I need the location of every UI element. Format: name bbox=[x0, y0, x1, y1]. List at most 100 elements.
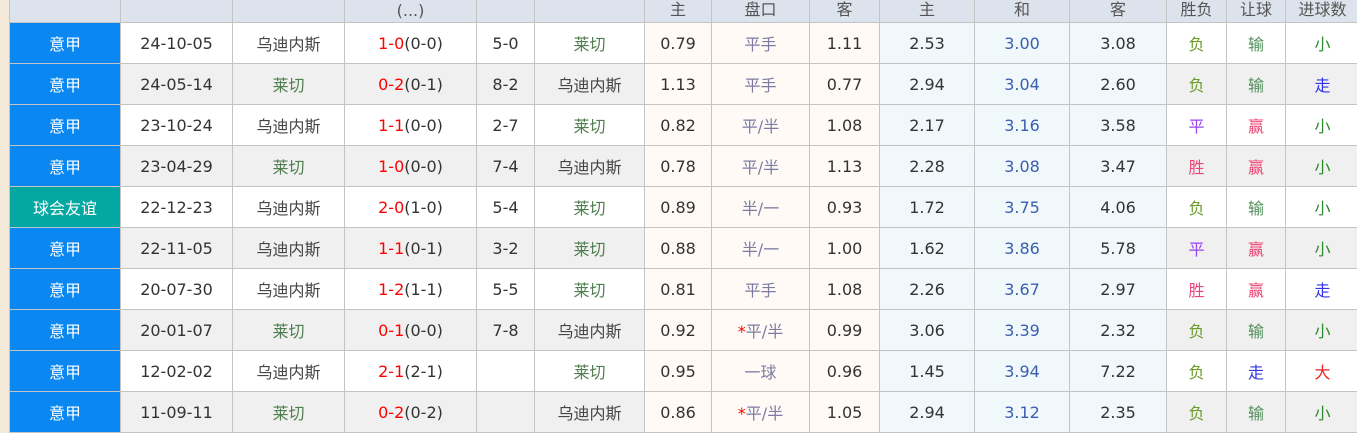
half-time-score: (1-0) bbox=[404, 198, 443, 217]
header-date bbox=[121, 0, 233, 23]
home-team-cell[interactable]: 莱切 bbox=[233, 64, 345, 105]
league-cell[interactable]: 意甲 bbox=[10, 228, 121, 269]
full-time-score: 2-0 bbox=[378, 198, 404, 217]
result-cell: 胜 bbox=[1167, 146, 1227, 187]
full-time-score: 1-1 bbox=[378, 239, 404, 258]
goals-result-cell: 小 bbox=[1286, 187, 1357, 228]
away-team-cell[interactable]: 乌迪内斯 bbox=[535, 392, 645, 433]
loss-odds-cell: 7.22 bbox=[1070, 351, 1167, 392]
score-cell: 1-0(0-0) bbox=[345, 146, 477, 187]
handicap-value: 半/一 bbox=[742, 240, 779, 259]
home-team-cell[interactable]: 乌迪内斯 bbox=[233, 187, 345, 228]
draw-odds-cell: 3.67 bbox=[975, 269, 1070, 310]
away-team-cell[interactable]: 莱切 bbox=[535, 23, 645, 64]
handicap-cell: *平/半 bbox=[712, 392, 810, 433]
handicap-result-cell: 赢 bbox=[1227, 228, 1286, 269]
loss-odds-cell: 3.08 bbox=[1070, 23, 1167, 64]
handicap-result-cell: 赢 bbox=[1227, 269, 1286, 310]
league-cell[interactable]: 意甲 bbox=[10, 269, 121, 310]
handicap-cell: 半/一 bbox=[712, 187, 810, 228]
away-team-cell[interactable]: 莱切 bbox=[535, 228, 645, 269]
away-team-cell[interactable]: 乌迪内斯 bbox=[535, 64, 645, 105]
ah-away-odds-cell: 0.96 bbox=[810, 351, 880, 392]
league-cell[interactable]: 意甲 bbox=[10, 105, 121, 146]
ah-away-odds-cell: 1.00 bbox=[810, 228, 880, 269]
full-time-score: 1-0 bbox=[378, 34, 404, 53]
home-team-cell[interactable]: 莱切 bbox=[233, 310, 345, 351]
handicap-value: 平手 bbox=[744, 281, 776, 300]
handicap-value: 平/半 bbox=[746, 404, 783, 423]
home-team-cell[interactable]: 乌迪内斯 bbox=[233, 351, 345, 392]
loss-odds-cell: 2.32 bbox=[1070, 310, 1167, 351]
result-cell: 负 bbox=[1167, 187, 1227, 228]
result-cell: 平 bbox=[1167, 105, 1227, 146]
header-ah-home-odds: 主 bbox=[645, 0, 712, 23]
goals-result-cell: 走 bbox=[1286, 64, 1357, 105]
home-team-cell[interactable]: 乌迪内斯 bbox=[233, 105, 345, 146]
goals-result-cell: 小 bbox=[1286, 310, 1357, 351]
away-team-cell[interactable]: 莱切 bbox=[535, 351, 645, 392]
date-cell: 24-05-14 bbox=[121, 64, 233, 105]
home-team-cell[interactable]: 莱切 bbox=[233, 146, 345, 187]
full-time-score: 1-0 bbox=[378, 157, 404, 176]
home-team-cell[interactable]: 乌迪内斯 bbox=[233, 228, 345, 269]
handicap-star: * bbox=[738, 404, 746, 423]
league-cell[interactable]: 球会友谊 bbox=[10, 187, 121, 228]
header-win-odds: 主 bbox=[880, 0, 975, 23]
league-cell[interactable]: 意甲 bbox=[10, 310, 121, 351]
date-cell: 22-12-23 bbox=[121, 187, 233, 228]
handicap-value: 平/半 bbox=[742, 158, 779, 177]
away-team-cell[interactable]: 莱切 bbox=[535, 187, 645, 228]
handicap-cell: *平/半 bbox=[712, 310, 810, 351]
header-draw-odds: 和 bbox=[975, 0, 1070, 23]
full-time-score: 1-1 bbox=[378, 116, 404, 135]
away-team-cell[interactable]: 乌迪内斯 bbox=[535, 146, 645, 187]
away-team-cell[interactable]: 莱切 bbox=[535, 105, 645, 146]
loss-odds-cell: 3.47 bbox=[1070, 146, 1167, 187]
goals-result-cell: 小 bbox=[1286, 105, 1357, 146]
header-league bbox=[10, 0, 121, 23]
win-odds-cell: 2.26 bbox=[880, 269, 975, 310]
win-odds-cell: 1.62 bbox=[880, 228, 975, 269]
away-team-cell[interactable]: 乌迪内斯 bbox=[535, 310, 645, 351]
handicap-result-cell: 输 bbox=[1227, 392, 1286, 433]
draw-odds-cell: 3.75 bbox=[975, 187, 1070, 228]
home-team-cell[interactable]: 乌迪内斯 bbox=[233, 269, 345, 310]
corners-cell: 2-7 bbox=[477, 105, 535, 146]
win-odds-cell: 2.53 bbox=[880, 23, 975, 64]
league-cell[interactable]: 意甲 bbox=[10, 351, 121, 392]
home-team-cell[interactable]: 莱切 bbox=[233, 392, 345, 433]
goals-result-cell: 小 bbox=[1286, 146, 1357, 187]
loss-odds-cell: 3.58 bbox=[1070, 105, 1167, 146]
goals-result-cell: 走 bbox=[1286, 269, 1357, 310]
half-time-score: (0-0) bbox=[404, 116, 443, 135]
league-cell[interactable]: 意甲 bbox=[10, 392, 121, 433]
win-odds-cell: 3.06 bbox=[880, 310, 975, 351]
ah-home-odds-cell: 0.86 bbox=[645, 392, 712, 433]
home-team-cell[interactable]: 乌迪内斯 bbox=[233, 23, 345, 64]
score-cell: 0-1(0-0) bbox=[345, 310, 477, 351]
result-cell: 负 bbox=[1167, 23, 1227, 64]
date-cell: 22-11-05 bbox=[121, 228, 233, 269]
corners-cell: 5-5 bbox=[477, 269, 535, 310]
league-cell[interactable]: 意甲 bbox=[10, 146, 121, 187]
ah-away-odds-cell: 0.77 bbox=[810, 64, 880, 105]
league-cell[interactable]: 意甲 bbox=[10, 23, 121, 64]
ah-away-odds-cell: 0.93 bbox=[810, 187, 880, 228]
league-cell[interactable]: 意甲 bbox=[10, 64, 121, 105]
handicap-result-cell: 输 bbox=[1227, 64, 1286, 105]
score-cell: 0-2(0-2) bbox=[345, 392, 477, 433]
ah-home-odds-cell: 0.89 bbox=[645, 187, 712, 228]
header-away-team bbox=[535, 0, 645, 23]
away-team-cell[interactable]: 莱切 bbox=[535, 269, 645, 310]
